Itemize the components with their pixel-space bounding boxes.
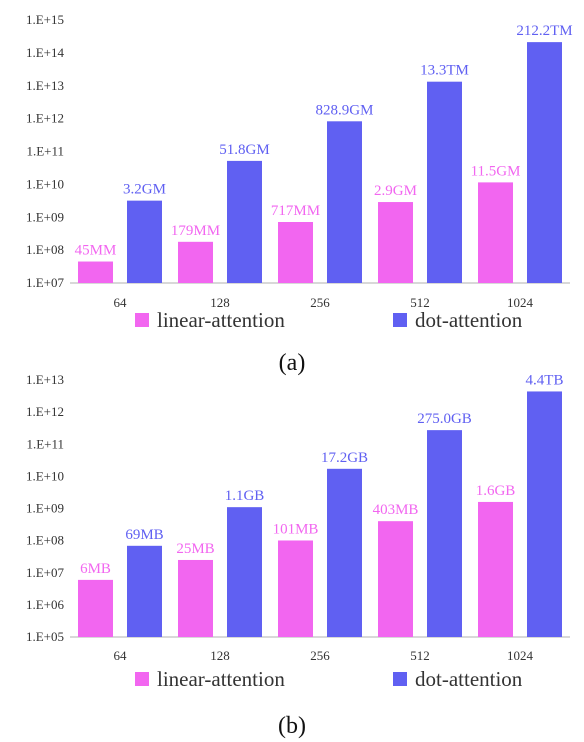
bar-dot-attention bbox=[427, 430, 462, 637]
data-label: 69MB bbox=[125, 527, 163, 543]
x-category-label: 1024 bbox=[507, 295, 534, 310]
y-tick-label: 1.E+13 bbox=[26, 372, 64, 387]
data-label: 101MB bbox=[273, 521, 319, 537]
figure-caption: (a) bbox=[279, 350, 306, 376]
y-tick-label: 1.E+07 bbox=[26, 275, 65, 290]
x-category-label: 1024 bbox=[507, 648, 534, 663]
data-label: 13.3TM bbox=[420, 63, 469, 79]
data-label: 6MB bbox=[80, 561, 111, 577]
x-category-label: 128 bbox=[210, 648, 230, 663]
x-category-label: 64 bbox=[114, 648, 128, 663]
bar-dot-attention bbox=[327, 468, 362, 637]
bar-dot-attention bbox=[127, 545, 162, 637]
bar-linear-attention bbox=[78, 261, 113, 283]
y-tick-label: 1.E+05 bbox=[26, 629, 64, 644]
y-tick-label: 1.E+08 bbox=[26, 242, 64, 257]
data-label: 275.0GB bbox=[417, 411, 472, 427]
data-label: 717MM bbox=[271, 203, 320, 219]
y-tick-label: 1.E+12 bbox=[26, 404, 64, 419]
y-tick-label: 1.E+13 bbox=[26, 78, 64, 93]
y-tick-label: 1.E+06 bbox=[26, 597, 65, 612]
legend-swatch bbox=[393, 313, 407, 327]
x-category-label: 64 bbox=[114, 295, 128, 310]
legend-swatch bbox=[135, 672, 149, 686]
bar-linear-attention bbox=[478, 501, 513, 637]
y-tick-label: 1.E+10 bbox=[26, 176, 64, 191]
x-category-label: 256 bbox=[310, 648, 330, 663]
legend-swatch bbox=[135, 313, 149, 327]
figure-caption: (b) bbox=[278, 713, 306, 739]
y-tick-label: 1.E+15 bbox=[26, 12, 64, 27]
data-label: 2.9GM bbox=[374, 183, 417, 199]
y-tick-label: 1.E+11 bbox=[26, 436, 64, 451]
y-tick-label: 1.E+07 bbox=[26, 565, 65, 580]
bar-dot-attention bbox=[227, 507, 262, 637]
data-label: 828.9GM bbox=[316, 102, 374, 118]
legend-label: dot-attention bbox=[415, 308, 523, 332]
x-category-label: 512 bbox=[410, 295, 430, 310]
data-label: 212.2TM bbox=[516, 23, 572, 39]
data-label: 11.5GM bbox=[471, 163, 521, 179]
data-label: 1.1GB bbox=[225, 488, 265, 504]
data-label: 403MB bbox=[373, 502, 419, 518]
data-label: 179MM bbox=[171, 223, 220, 239]
legend-swatch bbox=[393, 672, 407, 686]
data-label: 45MM bbox=[75, 243, 117, 259]
bar-linear-attention bbox=[378, 521, 413, 637]
data-label: 17.2GB bbox=[321, 450, 368, 466]
bar-linear-attention bbox=[278, 540, 313, 637]
y-tick-label: 1.E+10 bbox=[26, 468, 64, 483]
bar-linear-attention bbox=[78, 579, 113, 637]
bar-linear-attention bbox=[178, 559, 213, 637]
bar-dot-attention bbox=[327, 121, 362, 283]
legend-label: dot-attention bbox=[415, 667, 523, 691]
bar-linear-attention bbox=[378, 202, 413, 283]
bar-dot-attention bbox=[227, 160, 262, 283]
bar-dot-attention bbox=[527, 391, 562, 637]
chart-b: 1.E+05 1.E+06 1.E+07 1.E+08 1.E+09 1.E+10 1.E+… bbox=[26, 372, 570, 739]
bar-dot-attention bbox=[427, 81, 462, 283]
bar-linear-attention bbox=[278, 221, 313, 283]
x-category-label: 128 bbox=[210, 295, 230, 310]
y-tick-label: 1.E+09 bbox=[26, 501, 64, 516]
data-label: 3.2GM bbox=[123, 182, 166, 198]
data-label: 1.6GB bbox=[476, 483, 516, 499]
bar-linear-attention bbox=[178, 241, 213, 283]
bar-linear-attention bbox=[478, 182, 513, 283]
legend-label: linear-attention bbox=[157, 667, 285, 691]
data-label: 51.8GM bbox=[219, 142, 269, 158]
y-tick-label: 1.E+11 bbox=[26, 144, 64, 159]
data-label: 25MB bbox=[176, 541, 214, 557]
y-tick-label: 1.E+09 bbox=[26, 209, 64, 224]
y-tick-label: 1.E+08 bbox=[26, 533, 64, 548]
data-label: 4.4TB bbox=[526, 372, 564, 388]
bar-dot-attention bbox=[127, 200, 162, 283]
legend-label: linear-attention bbox=[157, 308, 285, 332]
y-tick-label: 1.E+14 bbox=[26, 45, 65, 60]
x-category-label: 512 bbox=[410, 648, 430, 663]
x-category-label: 256 bbox=[310, 295, 330, 310]
bar-dot-attention bbox=[527, 42, 562, 284]
chart-a: 1.E+07 1.E+08 1.E+09 1.E+10 1.E+11 1.E+12 1.E+… bbox=[26, 12, 573, 376]
y-tick-label: 1.E+12 bbox=[26, 111, 64, 126]
